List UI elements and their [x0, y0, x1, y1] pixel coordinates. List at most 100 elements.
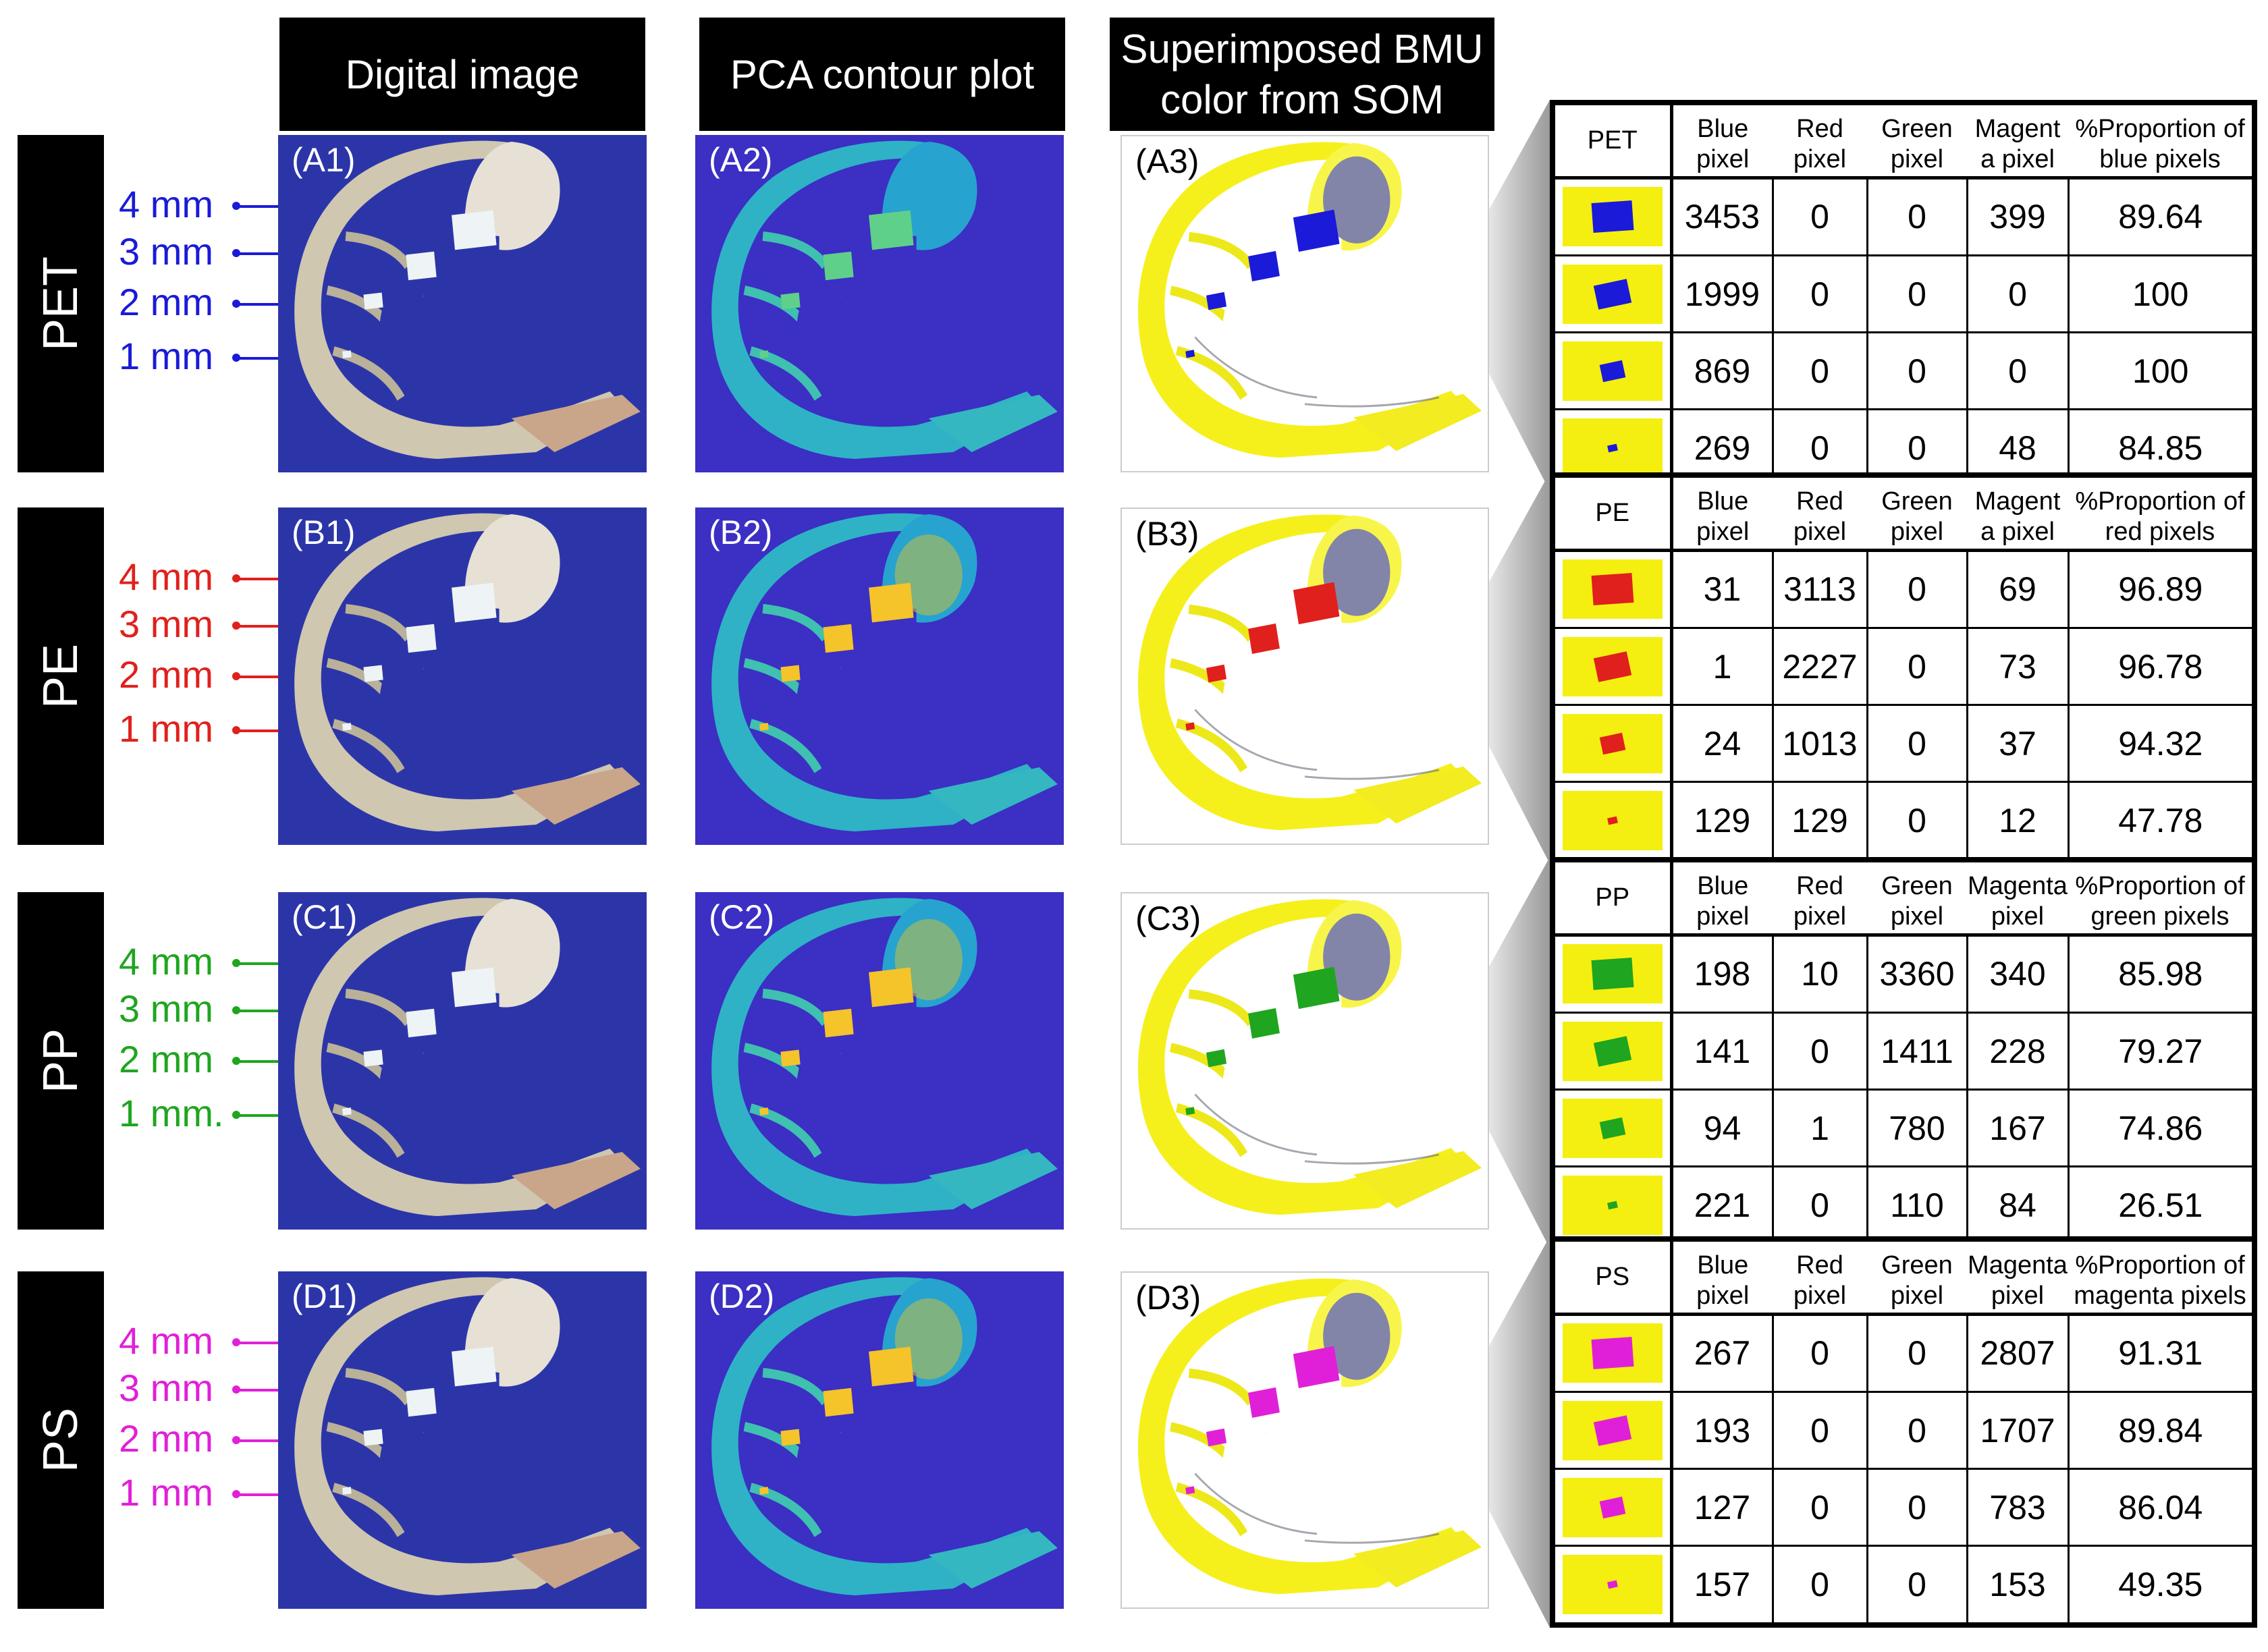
table-cell-5: 79.27 — [2067, 1011, 2254, 1090]
mm-leader-dot-4 — [232, 1111, 240, 1119]
pixel-table-pe: PE Blue pixel Red pixel Green pixel Magent a… — [1550, 472, 2257, 864]
shrimp-photo-svg — [278, 1271, 647, 1609]
table-thumbnail — [1552, 176, 1673, 256]
table-cell-1: 129 — [1670, 781, 1773, 861]
panel-digital-pp: (C1) — [278, 892, 647, 1230]
table-cell-1: 193 — [1670, 1390, 1773, 1469]
mp-patch-2 — [406, 1008, 437, 1038]
mm-label-4: 1 mm. — [119, 1092, 224, 1134]
table-col-header-2: Red pixel — [1773, 475, 1867, 552]
callout-wedge — [1489, 857, 1550, 1248]
table-cell-5: 49.35 — [2067, 1545, 2254, 1625]
table-header-row: PET Blue pixel Red pixel Green pixel Magent … — [1552, 103, 2254, 180]
table-row: 141 0 1411 228 79.27 — [1552, 1011, 2254, 1090]
shrimp-som-svg — [1122, 893, 1488, 1228]
mm-leader-dot-2 — [232, 1006, 240, 1014]
mm-leader-dot-3 — [232, 1057, 240, 1065]
mp-patch-2 — [823, 624, 854, 653]
header-pca-contour-text: PCA contour plot — [730, 51, 1035, 97]
row-label-pet: PET — [18, 135, 104, 472]
shrimp-pca-svg — [695, 1271, 1064, 1609]
mm-leader-dot-3 — [232, 672, 240, 680]
table-cell-5: 47.78 — [2067, 781, 2254, 861]
mp-patch-4 — [759, 1487, 769, 1495]
pixel-table-ps: PS Blue pixel Red pixel Green pixel Magenta … — [1550, 1236, 2257, 1628]
shrimp-som-svg — [1122, 136, 1488, 471]
thumbnail-patch — [1606, 443, 1618, 453]
panel-label: (D3) — [1135, 1279, 1202, 1317]
mp-patch-2 — [1248, 1387, 1280, 1418]
table-cell-3: 1411 — [1866, 1011, 1967, 1090]
shrimp-tail — [511, 767, 641, 825]
table-col-header-1: Blue pixel — [1671, 475, 1773, 552]
shrimp-tail — [928, 767, 1058, 825]
table-row: 267 0 0 2807 91.31 — [1552, 1313, 2254, 1392]
mp-patch-3 — [780, 665, 801, 682]
thumbnail-image — [1562, 1021, 1663, 1081]
table-cell-2: 1013 — [1771, 704, 1867, 782]
table-cell-1: 869 — [1670, 331, 1773, 410]
table-cell-3: 3360 — [1866, 933, 1967, 1013]
panel-label: (A2) — [709, 141, 773, 179]
table-thumbnail — [1552, 1165, 1673, 1246]
mp-patch-4 — [1185, 722, 1195, 731]
mm-leader-dot-1 — [232, 574, 240, 582]
table-cell-2: 0 — [1771, 1313, 1867, 1392]
table-header-row: PP Blue pixel Red pixel Green pixel Magenta … — [1552, 860, 2254, 937]
table-col-header-3: Green pixel — [1867, 475, 1967, 552]
table-cell-1: 3453 — [1670, 176, 1773, 256]
table-cell-2: 0 — [1771, 254, 1867, 333]
table-col-header-4: Magenta pixel — [1967, 860, 2068, 937]
table-thumbnail — [1552, 704, 1673, 782]
table-cell-3: 0 — [1866, 549, 1967, 628]
shrimp-photo-svg — [278, 507, 647, 845]
mp-patch-4 — [342, 723, 352, 731]
callout-wedge — [1489, 472, 1550, 864]
table-row: 869 0 0 0 100 — [1552, 331, 2254, 410]
mp-patch-1 — [1293, 966, 1340, 1010]
head-yellow-region — [894, 1298, 963, 1379]
thumbnail-patch — [1593, 1414, 1631, 1446]
table-cell-1: 31 — [1670, 549, 1773, 628]
table-cell-3: 0 — [1866, 1390, 1967, 1469]
table-cell-5: 89.84 — [2067, 1390, 2254, 1469]
table-header-row: PE Blue pixel Red pixel Green pixel Magent a… — [1552, 475, 2254, 552]
mp-patch-4 — [1185, 350, 1195, 358]
table-cell-4: 167 — [1966, 1089, 2068, 1167]
table-cell-1: 127 — [1670, 1468, 1773, 1546]
table-col-header-4: Magenta pixel — [1967, 1239, 2068, 1316]
table-cell-1: 157 — [1670, 1545, 1773, 1625]
shrimp-pca-svg — [695, 135, 1064, 472]
table-cell-1: 141 — [1670, 1011, 1773, 1090]
thumbnail-patch — [1606, 1580, 1618, 1589]
table-cell-2: 0 — [1771, 176, 1867, 256]
shrimp-photo-svg — [278, 892, 647, 1230]
mm-leader-dot-3 — [232, 1436, 240, 1444]
table-thumbnail — [1552, 331, 1673, 410]
mm-label-3: 2 mm — [119, 1038, 213, 1080]
thumbnail-image — [1562, 1555, 1663, 1615]
table-col-header-2: Red pixel — [1773, 860, 1867, 937]
table-cell-2: 0 — [1771, 1011, 1867, 1090]
shadow-lines — [1194, 1472, 1439, 1544]
mp-patch-2 — [823, 1387, 854, 1417]
table-col-header-3: Green pixel — [1867, 1239, 1967, 1316]
panel-som-pp: (C3) — [1120, 892, 1489, 1230]
mm-leader-dot-1 — [232, 1338, 240, 1346]
shrimp-tail — [1353, 393, 1482, 451]
mm-label-4: 1 mm — [119, 1471, 213, 1514]
panel-pca-pet: (A2) — [695, 135, 1064, 472]
thumbnail-patch — [1591, 573, 1634, 606]
table-cell-4: 0 — [1966, 254, 2068, 333]
mp-patch-2 — [823, 251, 854, 281]
thumbnail-image — [1562, 636, 1663, 696]
panel-label: (D2) — [709, 1277, 775, 1315]
thumbnail-patch — [1593, 1035, 1631, 1067]
table-row: 31 3113 0 69 96.89 — [1552, 549, 2254, 628]
table-cell-2: 10 — [1771, 933, 1867, 1013]
shadow-lines — [1194, 709, 1439, 780]
table-col-header-3: Green pixel — [1867, 103, 1967, 180]
table-cell-4: 228 — [1966, 1011, 2068, 1090]
pixel-table-pet: PET Blue pixel Red pixel Green pixel Magent … — [1550, 100, 2257, 491]
thumbnail-patch — [1591, 958, 1634, 991]
